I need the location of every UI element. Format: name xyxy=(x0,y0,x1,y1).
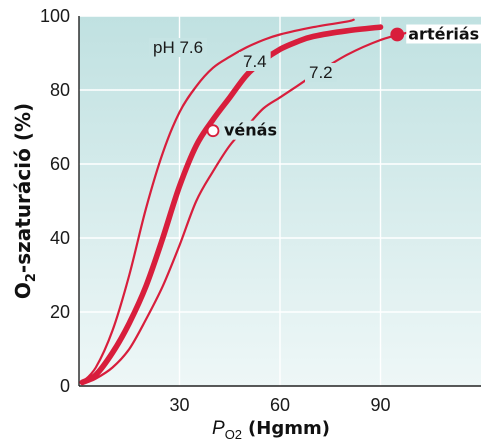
curves: pH 7.6 7.4 7.2 xyxy=(79,18,409,386)
data-point-marker xyxy=(390,27,405,42)
data-point-label: artériás xyxy=(408,25,479,44)
x-axis-label: PO2 (Hgmm) xyxy=(212,418,330,442)
curve-label-bg xyxy=(239,52,271,71)
y-tick-label: 20 xyxy=(50,302,70,322)
points: artériás vénás xyxy=(206,24,482,140)
curve-label-bg xyxy=(149,38,208,57)
tick-labels: 0 20 40 60 80 100 30 60 90 xyxy=(40,6,391,415)
data-point-label: vénás xyxy=(224,121,277,140)
x-tick-label: 30 xyxy=(169,395,189,415)
curve-label: pH 7.6 xyxy=(153,38,203,57)
data-point-label-bg xyxy=(222,120,279,140)
curve-line xyxy=(79,24,384,386)
curve-label: 7.4 xyxy=(243,52,267,71)
y-tick-label: 0 xyxy=(60,376,70,396)
y-tick-label: 80 xyxy=(50,80,70,100)
curve-label-bg xyxy=(305,63,337,82)
curve-label: 7.2 xyxy=(309,63,333,82)
y-axis-label: O2-szaturáció (%) xyxy=(11,103,39,299)
grid-lines xyxy=(79,15,481,386)
y-tick-label: 60 xyxy=(50,154,70,174)
x-tick-label: 60 xyxy=(270,395,290,415)
y-tick-label: 40 xyxy=(50,228,70,248)
curve-line xyxy=(81,18,355,384)
data-point-marker xyxy=(206,124,220,138)
x-tick-label: 90 xyxy=(370,395,390,415)
data-point-label-bg xyxy=(406,24,482,44)
y-tick-label: 100 xyxy=(40,6,70,26)
axes xyxy=(78,16,481,387)
